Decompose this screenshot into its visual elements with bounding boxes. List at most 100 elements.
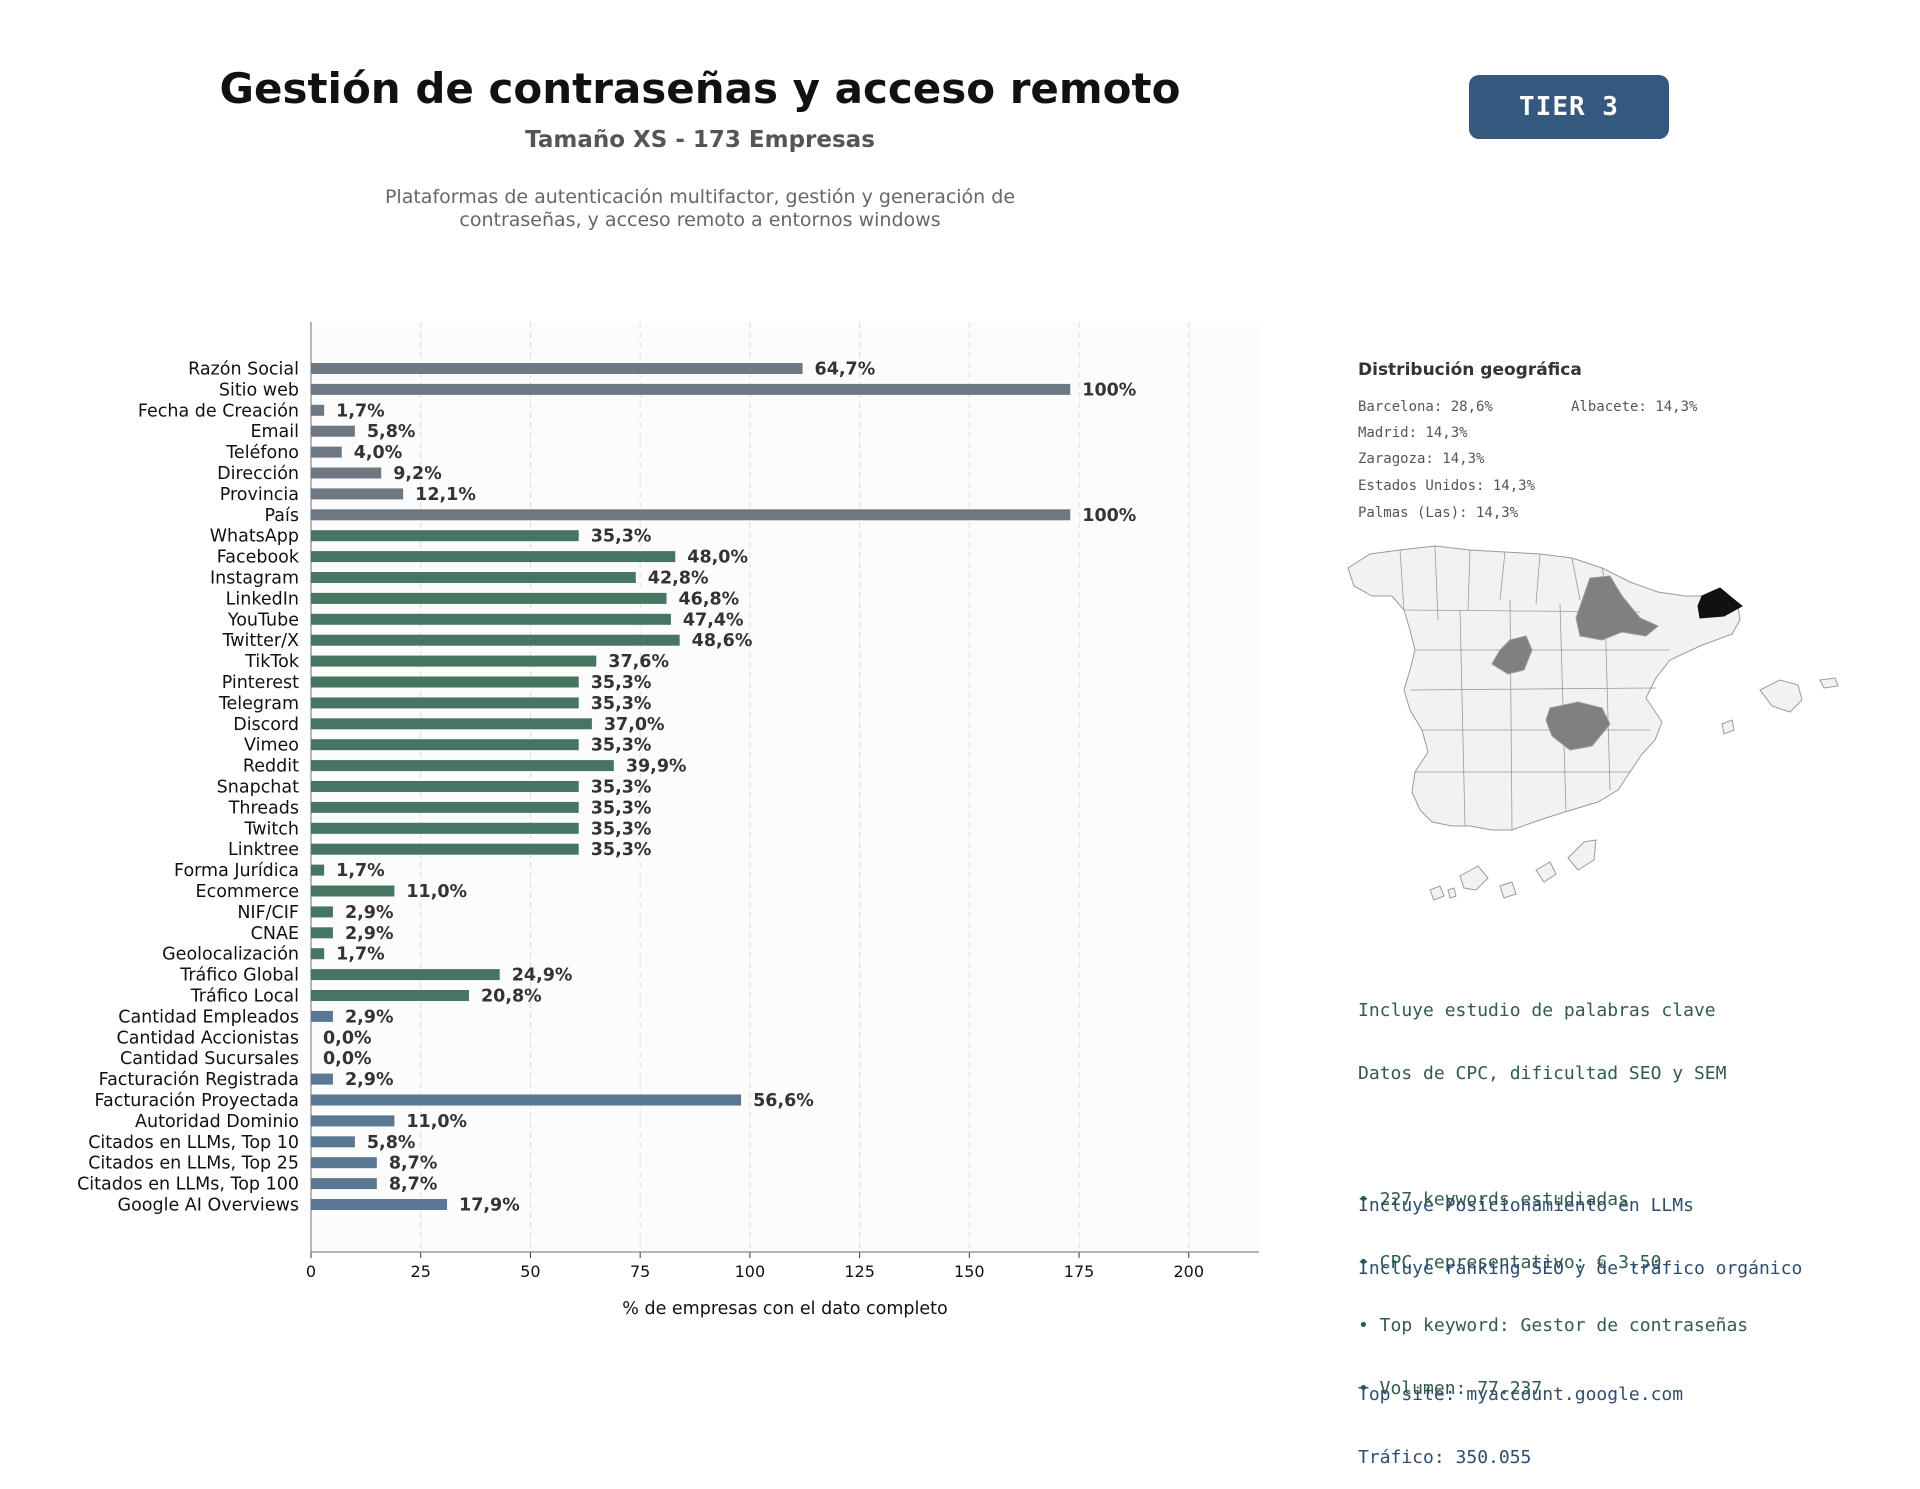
llm-line: Incluye Posicionamiento en LLMs	[1358, 1195, 1694, 1216]
bar	[311, 655, 597, 667]
bar	[311, 739, 579, 751]
bar	[311, 990, 469, 1001]
category-label: Tráfico Local	[190, 987, 299, 1007]
category-label: País	[265, 506, 299, 526]
bar	[311, 363, 803, 374]
category-label: Teléfono	[225, 443, 299, 463]
category-label: Email	[250, 422, 299, 442]
value-label: 35,3%	[591, 819, 652, 839]
value-label: 35,3%	[591, 778, 652, 798]
bar	[311, 969, 500, 981]
value-label: 37,6%	[608, 652, 669, 672]
category-label: LinkedIn	[226, 589, 299, 609]
map-barcelona-region	[1697, 587, 1743, 619]
category-label: Sitio web	[219, 380, 299, 400]
bar	[311, 551, 676, 563]
geo-item: Albacete: 14,3%	[1571, 399, 1698, 415]
category-label: Threads	[228, 798, 299, 818]
keyword-info: Incluye estudio de palabras clave Datos …	[1358, 958, 1748, 1420]
x-tick-label: 150	[954, 1262, 985, 1281]
category-label: Fecha de Creación	[138, 401, 299, 421]
category-label: Razón Social	[188, 360, 299, 380]
bar	[311, 634, 680, 646]
category-label: YouTube	[227, 610, 299, 630]
geo-title: Distribución geográfica	[1358, 360, 1582, 380]
bar	[311, 760, 614, 772]
category-label: Tráfico Global	[179, 966, 299, 986]
bar	[311, 906, 333, 918]
bar	[311, 822, 579, 834]
bar	[311, 572, 636, 583]
keyword-line: Datos de CPC, dificultad SEO y SEM	[1358, 1063, 1727, 1084]
x-tick-label: 0	[306, 1262, 316, 1281]
keyword-bullet: • Top keyword: Gestor de contraseñas	[1358, 1315, 1749, 1336]
keyword-bullet: • 227 keywords estudiadas	[1358, 1189, 1629, 1210]
bar	[311, 1178, 377, 1190]
category-label: Twitch	[243, 819, 299, 839]
x-tick-label: 50	[520, 1262, 540, 1281]
canary-islands-shape	[1429, 839, 1597, 901]
bar	[311, 1094, 742, 1106]
x-tick-label: 25	[411, 1262, 431, 1281]
bar	[311, 1073, 333, 1085]
category-label: Facebook	[217, 548, 300, 568]
category-label: Cantidad Empleados	[118, 1007, 299, 1027]
map-base-shapes	[1347, 545, 1839, 901]
map-zaragoza-region	[1575, 575, 1659, 641]
category-label: Provincia	[220, 485, 299, 505]
value-label: 9,2%	[393, 464, 442, 484]
bar-chart: 0 25 50 75 100 125 150 175 200 Razón Social 64,7% S…	[77, 322, 1259, 1319]
value-label: 2,9%	[345, 1070, 394, 1090]
value-label: 46,8%	[679, 589, 740, 609]
category-label: Dirección	[217, 464, 299, 484]
x-tick-label: 75	[630, 1262, 650, 1281]
bar	[311, 613, 671, 625]
bar	[311, 530, 579, 542]
category-label: Instagram	[210, 569, 299, 589]
value-label: 1,7%	[336, 861, 385, 881]
bar	[311, 843, 579, 855]
category-label: Cantidad Accionistas	[116, 1028, 299, 1048]
category-label: Geolocalización	[162, 945, 299, 965]
value-label: 35,3%	[591, 798, 652, 818]
bar	[311, 1115, 395, 1127]
map-albacete-region	[1545, 701, 1611, 751]
value-label: 2,9%	[345, 903, 394, 923]
category-label: CNAE	[251, 924, 299, 944]
x-tick-label: 200	[1174, 1262, 1205, 1281]
bar	[311, 592, 667, 604]
spain-map	[1347, 545, 1839, 901]
bar	[311, 864, 325, 876]
category-label: Facturación Proyectada	[95, 1091, 299, 1111]
bar	[311, 718, 592, 730]
bar	[311, 927, 333, 939]
mallorca-shape	[1759, 679, 1803, 713]
category-label: Telegram	[218, 694, 299, 714]
x-tick-label: 100	[735, 1262, 766, 1281]
bar	[311, 697, 579, 709]
geo-item: Madrid: 14,3%	[1358, 425, 1468, 441]
value-label: 47,4%	[683, 610, 744, 630]
category-label: Linktree	[228, 840, 299, 860]
value-label: 5,8%	[367, 1133, 416, 1153]
value-label: 24,9%	[512, 966, 573, 986]
value-label: 0,0%	[323, 1028, 372, 1048]
bar	[311, 1010, 333, 1022]
value-label: 12,1%	[415, 485, 476, 505]
bar	[311, 1157, 377, 1169]
category-label: Pinterest	[222, 673, 299, 693]
value-label: 35,3%	[591, 840, 652, 860]
value-label: 17,9%	[459, 1196, 520, 1216]
category-label: Citados en LLMs, Top 25	[88, 1154, 299, 1174]
category-label: Ecommerce	[196, 882, 299, 902]
category-label: Discord	[233, 715, 299, 735]
value-label: 5,8%	[367, 422, 416, 442]
value-label: 42,8%	[648, 569, 709, 589]
bar	[311, 1136, 355, 1148]
value-label: 56,6%	[753, 1091, 814, 1111]
category-label: Cantidad Sucursales	[120, 1049, 299, 1069]
bar	[311, 801, 579, 813]
page-subtitle: Tamaño XS - 173 Empresas	[525, 127, 875, 153]
bar	[311, 488, 404, 500]
llm-line: Incluye ranking SEO y de tráfico orgánic…	[1358, 1258, 1803, 1279]
